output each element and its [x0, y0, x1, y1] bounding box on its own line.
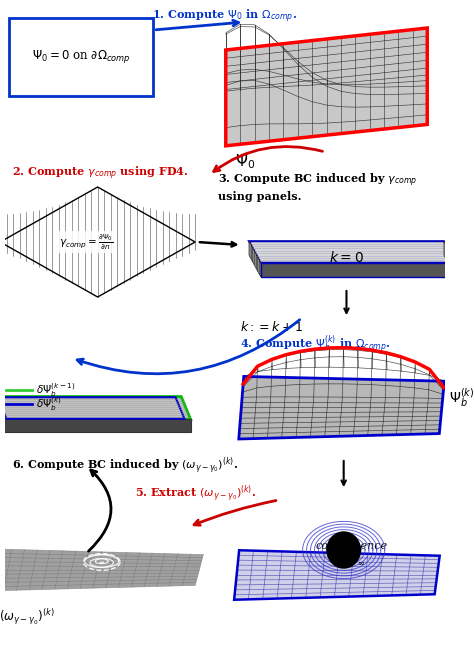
Text: 6. Compute BC induced by $(\omega_{\gamma-\gamma_0})^{(k)}$.: 6. Compute BC induced by $(\omega_{\gamm…	[12, 455, 238, 476]
Polygon shape	[0, 397, 191, 419]
Text: 4. Compute $\Psi_b^{(k)}$ in $\Omega_{comp}$.: 4. Compute $\Psi_b^{(k)}$ in $\Omega_{co…	[240, 334, 391, 356]
Polygon shape	[249, 241, 456, 263]
Polygon shape	[1, 419, 191, 432]
Text: 1. Compute $\Psi_0$ in $\Omega_{comp}$.: 1. Compute $\Psi_0$ in $\Omega_{comp}$.	[152, 8, 297, 26]
Polygon shape	[249, 241, 261, 277]
Text: $(\omega_{\gamma-\gamma_0})^{(k)}$: $(\omega_{\gamma-\gamma_0})^{(k)}$	[0, 608, 55, 627]
Text: $\Psi_0$: $\Psi_0$	[235, 152, 255, 171]
Text: $\Psi_b^{(k)}$: $\Psi_b^{(k)}$	[449, 387, 474, 410]
Text: convergence: convergence	[315, 541, 387, 551]
Text: 2. Compute $\gamma_{comp}$ using FD4.: 2. Compute $\gamma_{comp}$ using FD4.	[12, 165, 189, 183]
Polygon shape	[261, 263, 456, 277]
Text: $+\Psi_\infty$: $+\Psi_\infty$	[337, 554, 365, 567]
Polygon shape	[0, 397, 1, 432]
Text: $\delta\Psi_b^{(k-1)}$: $\delta\Psi_b^{(k-1)}$	[36, 381, 75, 399]
Text: $\gamma_{comp} = \frac{\partial\Psi_0}{\partial n}$: $\gamma_{comp} = \frac{\partial\Psi_0}{\…	[59, 233, 114, 252]
Text: $k := k+1$: $k := k+1$	[240, 320, 303, 334]
Bar	[9, 18, 154, 96]
Text: $\Psi_0 = 0$ on $\partial\Omega_{comp}$: $\Psi_0 = 0$ on $\partial\Omega_{comp}$	[32, 49, 131, 65]
Text: 5. Extract $(\omega_{\gamma-\gamma_0})^{(k)}$.: 5. Extract $(\omega_{\gamma-\gamma_0})^{…	[135, 483, 256, 504]
Polygon shape	[234, 550, 440, 600]
Text: $\delta\Psi_b^{(k)}$: $\delta\Psi_b^{(k)}$	[36, 395, 62, 413]
Polygon shape	[444, 241, 456, 277]
Polygon shape	[226, 28, 427, 146]
Polygon shape	[239, 376, 444, 439]
Circle shape	[327, 532, 360, 568]
Text: $k = 0$: $k = 0$	[329, 250, 364, 264]
Polygon shape	[0, 549, 203, 591]
Text: 3. Compute BC induced by $\gamma_{comp}$
using panels.: 3. Compute BC induced by $\gamma_{comp}$…	[219, 172, 418, 202]
